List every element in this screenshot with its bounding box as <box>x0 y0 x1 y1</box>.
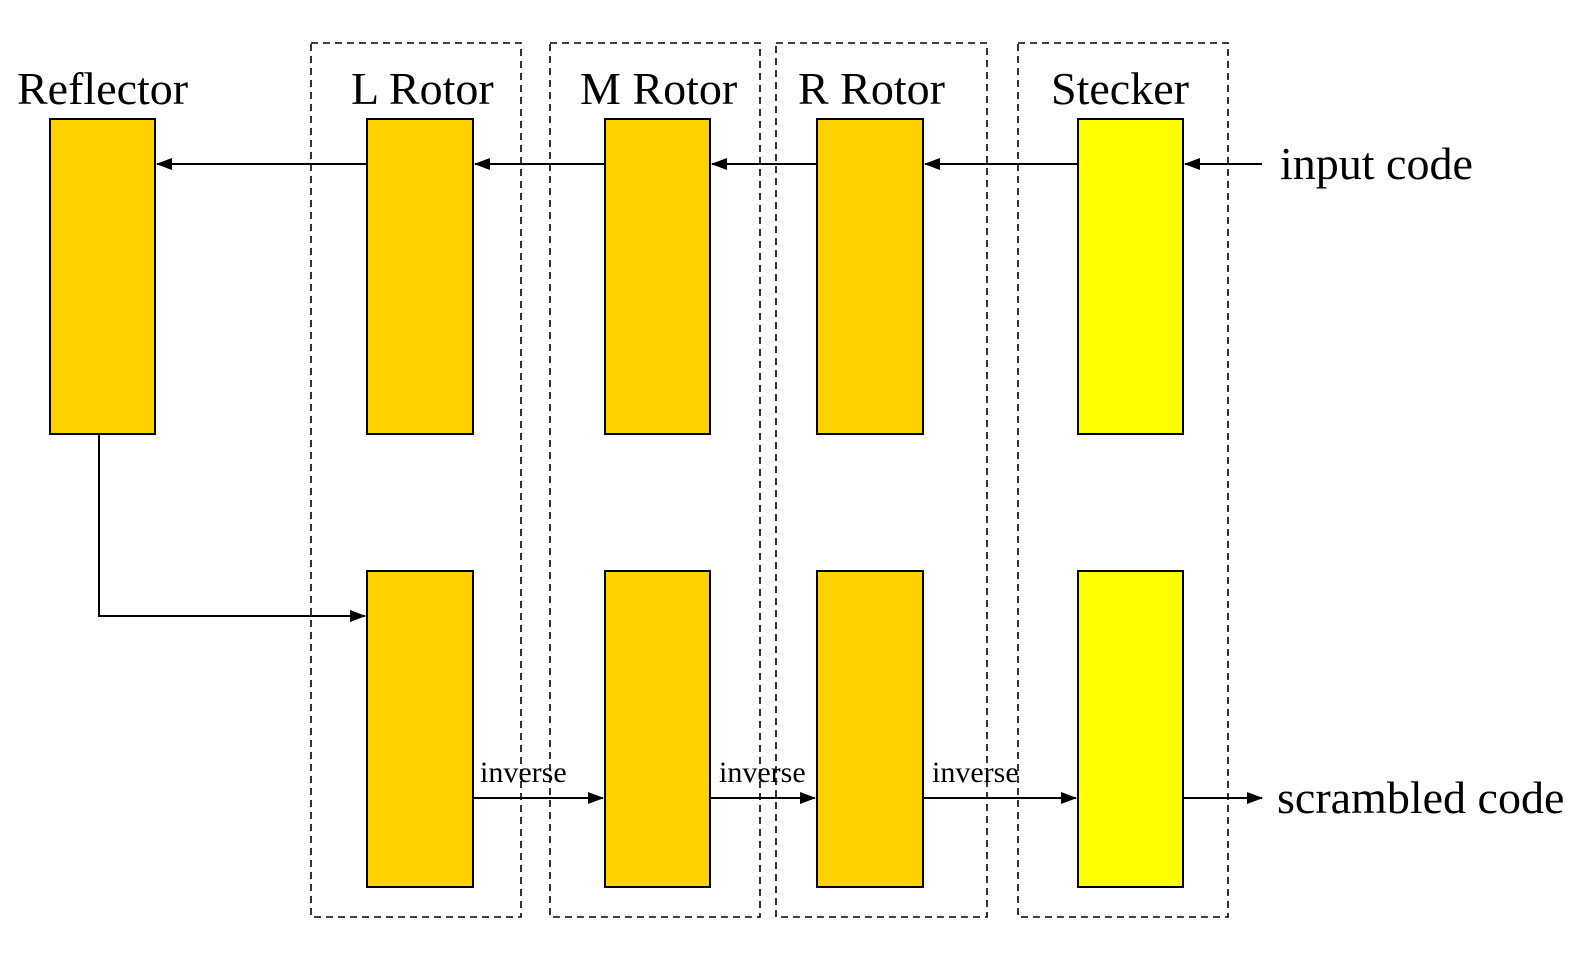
m-rotor-block-inverse <box>605 571 710 887</box>
reflector-label: Reflector <box>17 63 188 114</box>
inverse-label-3: inverse <box>932 756 1019 789</box>
scrambled-code-label: scrambled code <box>1277 772 1564 823</box>
l-rotor-block-inverse <box>367 571 473 887</box>
reflector-block <box>50 119 155 434</box>
l-rotor-label: L Rotor <box>351 63 494 114</box>
stecker-block-forward <box>1078 119 1183 434</box>
l-rotor-block-forward <box>367 119 473 434</box>
r-rotor-block-inverse <box>817 571 923 887</box>
inverse-label-1: inverse <box>480 756 567 789</box>
stecker-label: Stecker <box>1051 63 1189 114</box>
inverse-label-2: inverse <box>719 756 806 789</box>
stecker-block-inverse <box>1078 571 1183 887</box>
m-rotor-block-forward <box>605 119 710 434</box>
reflector-return-arrow <box>99 434 365 616</box>
r-rotor-label: R Rotor <box>798 63 945 114</box>
input-code-label: input code <box>1280 138 1473 189</box>
r-rotor-block-forward <box>817 119 923 434</box>
m-rotor-label: M Rotor <box>580 63 737 114</box>
